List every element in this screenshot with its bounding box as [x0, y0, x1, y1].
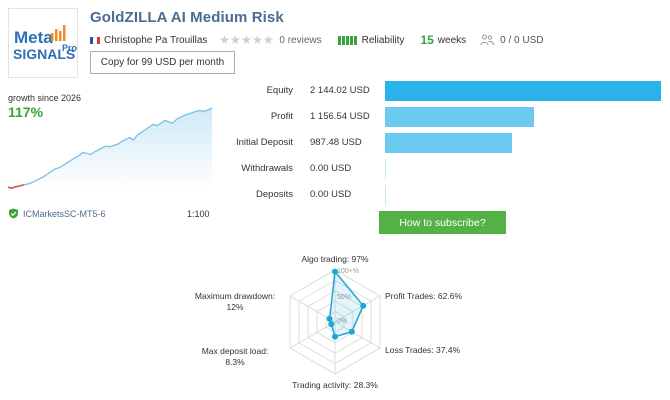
reliability-bars-icon	[337, 35, 358, 45]
star-icon	[263, 35, 274, 45]
stat-value: 0.00 USD	[310, 163, 352, 174]
stat-row-withdrawals: Withdrawals 0.00 USD	[210, 159, 670, 179]
stat-value: 1 156.54 USD	[310, 111, 370, 122]
radar-point-max-deposit-load	[328, 321, 335, 328]
growth-line	[7, 107, 213, 189]
radar-point-max-drawdown	[326, 315, 333, 322]
copy-signal-button[interactable]: Copy for 99 USD per month	[90, 51, 235, 74]
growth-label: growth since 2026	[8, 93, 82, 103]
radar-scale-label: 0%	[337, 318, 347, 325]
stat-label: Initial Deposit	[235, 137, 293, 148]
drawdown-line	[7, 183, 24, 189]
radar-label-algo: Algo trading: 97%	[301, 254, 369, 264]
stat-label: Deposits	[256, 189, 293, 200]
stat-row-initial-deposit: Initial Deposit 987.48 USD	[210, 133, 670, 153]
weeks-count: 15	[420, 33, 434, 47]
star-icon	[219, 35, 230, 45]
radar-axis-line	[289, 321, 336, 349]
stat-row-deposits: Deposits 0.00 USD	[210, 185, 670, 205]
broker-link[interactable]: ICMarketsSC-MT5-6	[8, 208, 106, 219]
stat-bar[interactable]	[385, 133, 512, 153]
stat-label: Profit	[270, 111, 293, 122]
signal-title[interactable]: GoldZILLA AI Medium Risk	[90, 9, 284, 26]
radar-label-max-deposit-load: Max deposit load: 8.3%	[201, 346, 269, 367]
reliability-label: Reliability	[361, 34, 405, 46]
rating-stars	[219, 35, 274, 45]
radar-point-loss-trades	[348, 328, 355, 335]
radar-label-max-drawdown: Maximum drawdown: 12%	[194, 291, 276, 312]
star-icon	[252, 35, 263, 45]
stat-row-equity: Equity 2 144.02 USD	[210, 81, 670, 101]
broker-name[interactable]: ICMarketsSC-MT5-6	[23, 208, 106, 219]
radar-label-loss-trades: Loss Trades: 37.4%	[385, 345, 461, 355]
radar-chart: 100+% 50% 0%	[289, 268, 381, 375]
reviews-count[interactable]: 0 reviews	[279, 34, 322, 46]
stat-bar[interactable]	[385, 159, 386, 179]
stat-bar[interactable]	[385, 185, 386, 205]
how-to-subscribe-button[interactable]: How to subscribe?	[379, 211, 506, 234]
stat-bar[interactable]	[385, 107, 534, 127]
radar-scale-label: 50%	[337, 294, 351, 301]
leverage-value: 1:100	[187, 209, 210, 219]
author-name[interactable]: Christophe Pa Trouillas	[104, 34, 208, 46]
stat-value: 0.00 USD	[310, 189, 352, 200]
flag-fr-icon	[90, 36, 100, 44]
radar-point-profit-trades	[360, 302, 367, 309]
shield-check-icon	[9, 208, 18, 219]
stat-bar[interactable]	[385, 81, 661, 101]
growth-chart[interactable]	[4, 100, 216, 195]
stat-label: Equity	[266, 85, 293, 96]
weeks-label: weeks	[437, 34, 467, 46]
metasignals-logo: Meta SIGNALS Pro	[8, 8, 78, 78]
stat-value: 987.48 USD	[310, 137, 362, 148]
stat-value: 2 144.02 USD	[310, 85, 370, 96]
radar-label-profit-trades: Profit Trades: 62.6%	[385, 291, 463, 301]
radar-axis-line	[334, 321, 381, 349]
radar-scale-label: 100+%	[337, 268, 359, 275]
logo-line1: Meta	[14, 28, 53, 47]
star-icon	[241, 35, 252, 45]
radar-value-polygon	[328, 269, 365, 338]
stat-row-profit: Profit 1 156.54 USD	[210, 107, 670, 127]
logo-badge: Pro	[62, 43, 78, 53]
growth-value: 117%	[8, 104, 44, 120]
radar-label-trading-activity: Trading activity: 28.3%	[292, 380, 378, 390]
stat-label: Withdrawals	[241, 163, 293, 174]
subscribers-count: 0 / 0 USD	[500, 34, 544, 46]
growth-area	[8, 108, 212, 188]
star-icon	[230, 35, 241, 45]
radar-point-trading-activity	[332, 333, 338, 340]
radar-axis-line	[334, 295, 381, 323]
radar-point-algo	[332, 268, 338, 275]
signal-meta-row: Christophe Pa Trouillas 0 reviews Reliab…	[90, 32, 544, 48]
subscribers-icon	[480, 34, 495, 46]
logo-line2: SIGNALS	[13, 46, 75, 62]
